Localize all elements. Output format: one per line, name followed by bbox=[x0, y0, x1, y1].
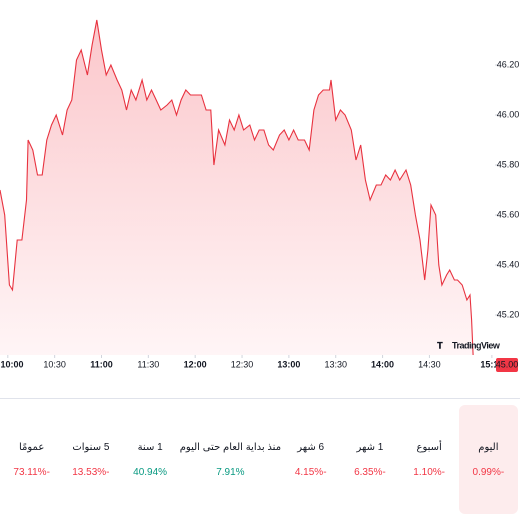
period-change: -0.99% bbox=[472, 466, 505, 478]
x-tick-label: 12:30 bbox=[231, 359, 254, 369]
y-tick-label: 45.20 bbox=[497, 309, 520, 319]
chart: 45.20 45.40 45.60 45.80 46.00 46.20 10:00 10:30… bbox=[0, 19, 520, 372]
price-line bbox=[0, 19, 474, 356]
period-cell[interactable]: 1 شهر -6.35% bbox=[340, 405, 399, 514]
x-tick-label: 10:30 bbox=[43, 359, 66, 369]
x-tick-label: 13:00 bbox=[277, 359, 300, 369]
period-cell[interactable]: 1 سنة 40.94% bbox=[121, 405, 180, 514]
x-tick-label: 13:30 bbox=[324, 359, 347, 369]
period-change: 7.91% bbox=[216, 466, 245, 478]
period-change: 40.94% bbox=[133, 466, 168, 478]
period-cell[interactable]: اليوم -0.99% bbox=[458, 405, 518, 514]
period-change: -4.15% bbox=[294, 466, 327, 478]
area-fill bbox=[0, 20, 474, 355]
period-label: 6 شهر bbox=[297, 441, 325, 453]
period-cell[interactable]: أسبوع -1.10% bbox=[400, 405, 459, 514]
y-tick-label: 46.20 bbox=[497, 59, 520, 69]
performance-bar: اليوم -0.99% أسبوع -1.10% 1 شهر -6.35% 6 شهر -4… bbox=[0, 398, 520, 520]
period-change: -73.11% bbox=[13, 466, 50, 478]
period-label: منذ بداية العام حتى اليوم bbox=[179, 441, 282, 453]
x-tick-label: 14:00 bbox=[371, 359, 394, 369]
price-label: 45.00 bbox=[496, 359, 519, 369]
x-tick-label: 11:00 bbox=[90, 359, 113, 369]
period-label: 5 سنوات bbox=[72, 441, 110, 453]
x-tick-label: 11:30 bbox=[137, 359, 159, 369]
watermark-logo: 𝐓 bbox=[437, 340, 443, 350]
period-change: -6.35% bbox=[354, 466, 386, 478]
period-change: -13.53% bbox=[72, 466, 110, 478]
period-label: اليوم bbox=[478, 441, 499, 453]
period-cell[interactable]: عمومًا -73.11% bbox=[2, 405, 61, 514]
y-tick-label: 45.60 bbox=[497, 209, 520, 219]
period-cell[interactable]: 6 شهر -4.15% bbox=[281, 405, 340, 514]
x-tick-label: 12:00 bbox=[184, 359, 207, 369]
price-label-box bbox=[496, 358, 518, 372]
y-tick-label: 45.40 bbox=[497, 259, 520, 269]
x-tick-label: 14:30 bbox=[418, 359, 441, 369]
period-label: عمومًا bbox=[18, 441, 45, 453]
x-tick-label: 15:10 bbox=[480, 359, 503, 369]
period-cell[interactable]: منذ بداية العام حتى اليوم 7.91% bbox=[180, 405, 281, 514]
period-label: 1 شهر bbox=[356, 441, 384, 453]
period-label: 1 سنة bbox=[137, 441, 163, 453]
y-tick-label: 46.00 bbox=[497, 109, 520, 119]
period-label: أسبوع bbox=[416, 441, 442, 453]
period-change: -1.10% bbox=[413, 466, 445, 478]
x-tick-label: 10:00 bbox=[0, 359, 23, 369]
period-cell[interactable]: 5 سنوات -13.53% bbox=[61, 405, 120, 514]
y-tick-label: 45.80 bbox=[497, 159, 520, 169]
watermark: TradingView bbox=[452, 340, 501, 350]
